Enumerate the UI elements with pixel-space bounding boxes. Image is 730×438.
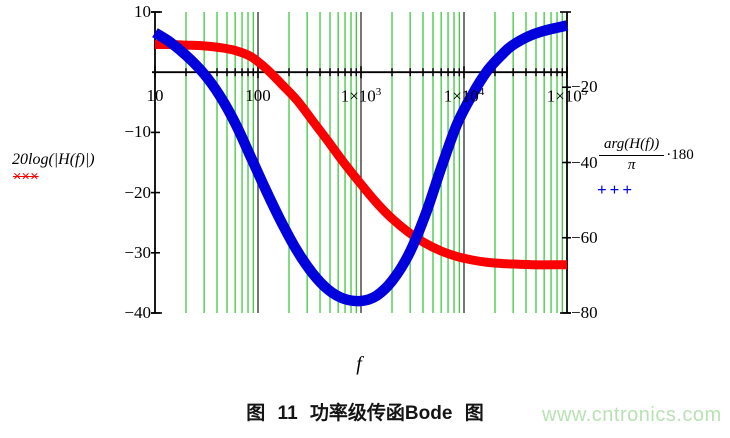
right-axis-label: arg(H(f)) π ·180 [599,136,694,174]
x-axis-label: f [356,353,362,375]
x-tick-label: 100 [245,86,271,105]
ticks [151,11,571,314]
magnitude-curve [154,39,567,270]
left-axis-label-text: 20log(|H(f)|) [12,151,95,168]
y-right-tick-label: −80 [571,303,598,322]
y-left-tick-label: 10 [134,2,151,21]
x-tick-label: 1×105 [546,86,588,106]
magnitude-legend-marker: ××× [13,169,39,185]
watermark: www.cntronics.com [542,404,722,426]
y-left-tick-label: −10 [124,122,151,142]
x-tick-label: 1×104 [443,86,485,106]
y-right-tick-label: −60 [571,227,598,247]
phase-multiplier: ·180 [666,146,694,163]
phase-fraction-denominator: π [627,157,636,173]
phase-legend-marker: +++ [597,180,636,199]
y-right-tick-label: −20 [571,77,598,97]
phase-fraction: arg(H(f)) π [599,136,665,174]
phase-curve [152,20,569,307]
x-tick-label: 10 [146,86,164,105]
left-axis-label: 20log(|H(f)|) [12,151,95,169]
y-left-tick-label: −40 [124,303,151,322]
x-tick-label: 1×103 [340,86,382,106]
y-left-tick-label: −30 [124,242,151,262]
y-right-tick-label: −40 [571,152,598,172]
figure-caption: 图 11 功率级传函Bode 图 [246,403,484,424]
phase-fraction-numerator: arg(H(f)) [599,136,665,156]
y-left-tick-label: −20 [124,182,151,202]
